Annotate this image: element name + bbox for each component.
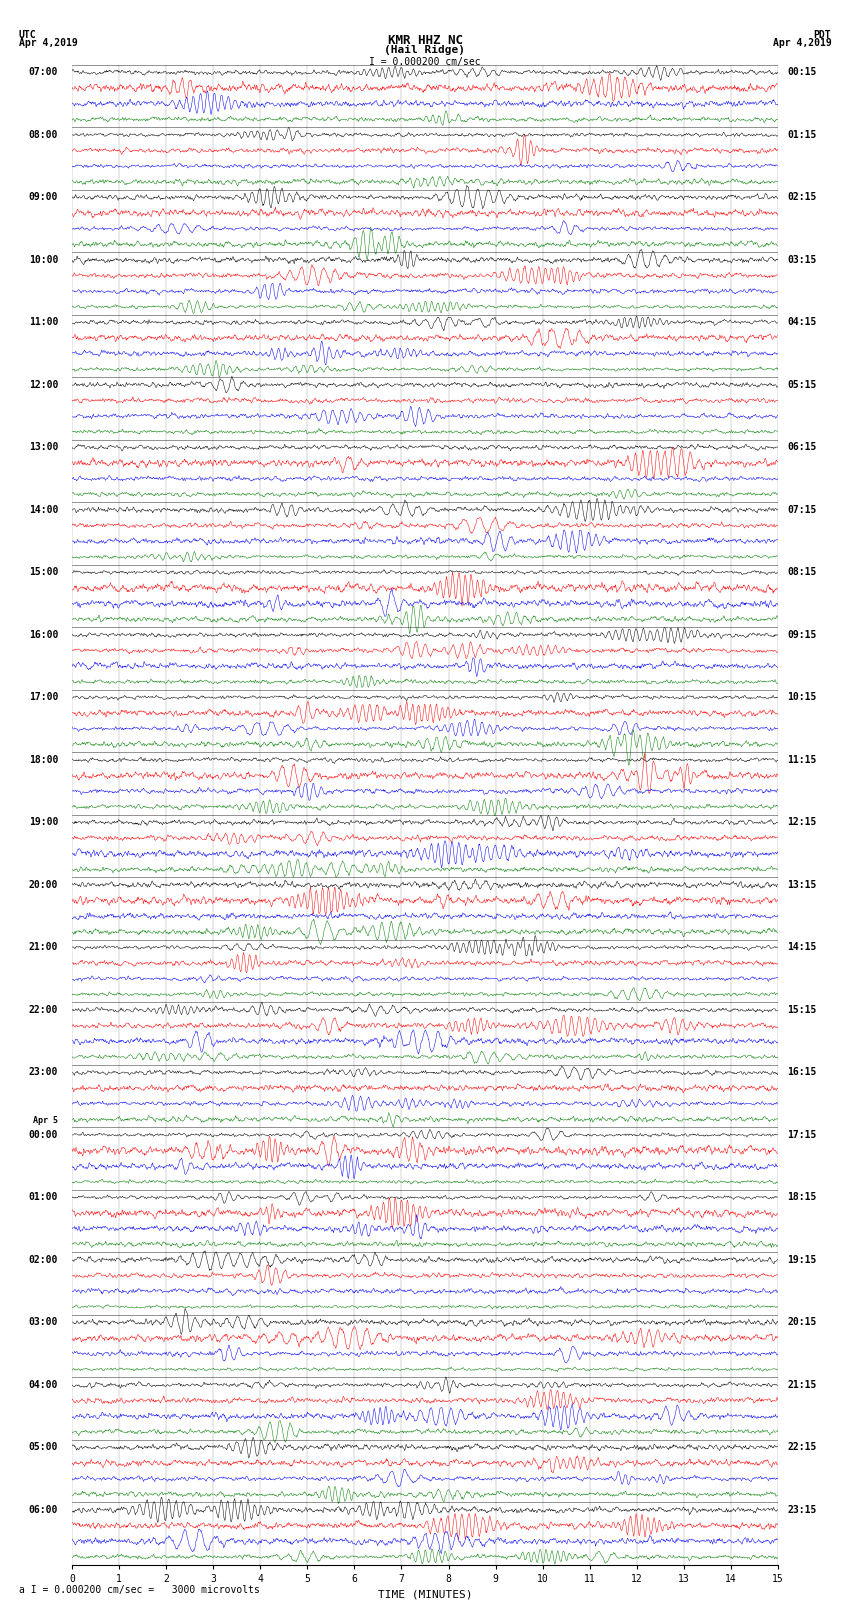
Text: 18:00: 18:00 — [29, 755, 58, 765]
Text: 23:15: 23:15 — [787, 1505, 817, 1515]
Text: 13:00: 13:00 — [29, 442, 58, 452]
Text: 04:15: 04:15 — [787, 318, 817, 327]
Text: 00:00: 00:00 — [29, 1129, 58, 1139]
Text: 02:15: 02:15 — [787, 192, 817, 202]
Text: 05:15: 05:15 — [787, 379, 817, 389]
Text: 14:15: 14:15 — [787, 942, 817, 952]
Text: PDT: PDT — [813, 31, 831, 40]
Text: 22:15: 22:15 — [787, 1442, 817, 1452]
Text: 11:15: 11:15 — [787, 755, 817, 765]
Text: 19:00: 19:00 — [29, 818, 58, 827]
Text: I = 0.000200 cm/sec: I = 0.000200 cm/sec — [369, 58, 481, 68]
Text: 10:00: 10:00 — [29, 255, 58, 265]
X-axis label: TIME (MINUTES): TIME (MINUTES) — [377, 1589, 473, 1598]
Text: 16:15: 16:15 — [787, 1068, 817, 1077]
Text: 06:00: 06:00 — [29, 1505, 58, 1515]
Text: UTC: UTC — [19, 31, 37, 40]
Text: 14:00: 14:00 — [29, 505, 58, 515]
Text: 09:00: 09:00 — [29, 192, 58, 202]
Text: 08:00: 08:00 — [29, 129, 58, 139]
Text: 11:00: 11:00 — [29, 318, 58, 327]
Text: 06:15: 06:15 — [787, 442, 817, 452]
Text: 15:00: 15:00 — [29, 568, 58, 577]
Text: 21:00: 21:00 — [29, 942, 58, 952]
Text: Apr 4,2019: Apr 4,2019 — [19, 37, 77, 48]
Text: 17:00: 17:00 — [29, 692, 58, 702]
Text: 12:00: 12:00 — [29, 379, 58, 389]
Text: 02:00: 02:00 — [29, 1255, 58, 1265]
Text: 20:15: 20:15 — [787, 1318, 817, 1327]
Text: Apr 5: Apr 5 — [33, 1116, 58, 1124]
Text: 19:15: 19:15 — [787, 1255, 817, 1265]
Text: a I = 0.000200 cm/sec =   3000 microvolts: a I = 0.000200 cm/sec = 3000 microvolts — [19, 1586, 259, 1595]
Text: 13:15: 13:15 — [787, 879, 817, 889]
Text: 03:00: 03:00 — [29, 1318, 58, 1327]
Text: (Hail Ridge): (Hail Ridge) — [384, 45, 466, 55]
Text: 01:00: 01:00 — [29, 1192, 58, 1202]
Text: 18:15: 18:15 — [787, 1192, 817, 1202]
Text: 17:15: 17:15 — [787, 1129, 817, 1139]
Text: 10:15: 10:15 — [787, 692, 817, 702]
Text: 23:00: 23:00 — [29, 1068, 58, 1077]
Text: 22:00: 22:00 — [29, 1005, 58, 1015]
Text: 07:00: 07:00 — [29, 68, 58, 77]
Text: KMR HHZ NC: KMR HHZ NC — [388, 34, 462, 47]
Text: 00:15: 00:15 — [787, 68, 817, 77]
Text: 01:15: 01:15 — [787, 129, 817, 139]
Text: 04:00: 04:00 — [29, 1379, 58, 1389]
Text: 16:00: 16:00 — [29, 629, 58, 639]
Text: 21:15: 21:15 — [787, 1379, 817, 1389]
Text: Apr 4,2019: Apr 4,2019 — [773, 37, 831, 48]
Text: 09:15: 09:15 — [787, 629, 817, 639]
Text: 08:15: 08:15 — [787, 568, 817, 577]
Text: 15:15: 15:15 — [787, 1005, 817, 1015]
Text: 07:15: 07:15 — [787, 505, 817, 515]
Text: 05:00: 05:00 — [29, 1442, 58, 1452]
Text: 12:15: 12:15 — [787, 818, 817, 827]
Text: 03:15: 03:15 — [787, 255, 817, 265]
Text: 20:00: 20:00 — [29, 879, 58, 889]
